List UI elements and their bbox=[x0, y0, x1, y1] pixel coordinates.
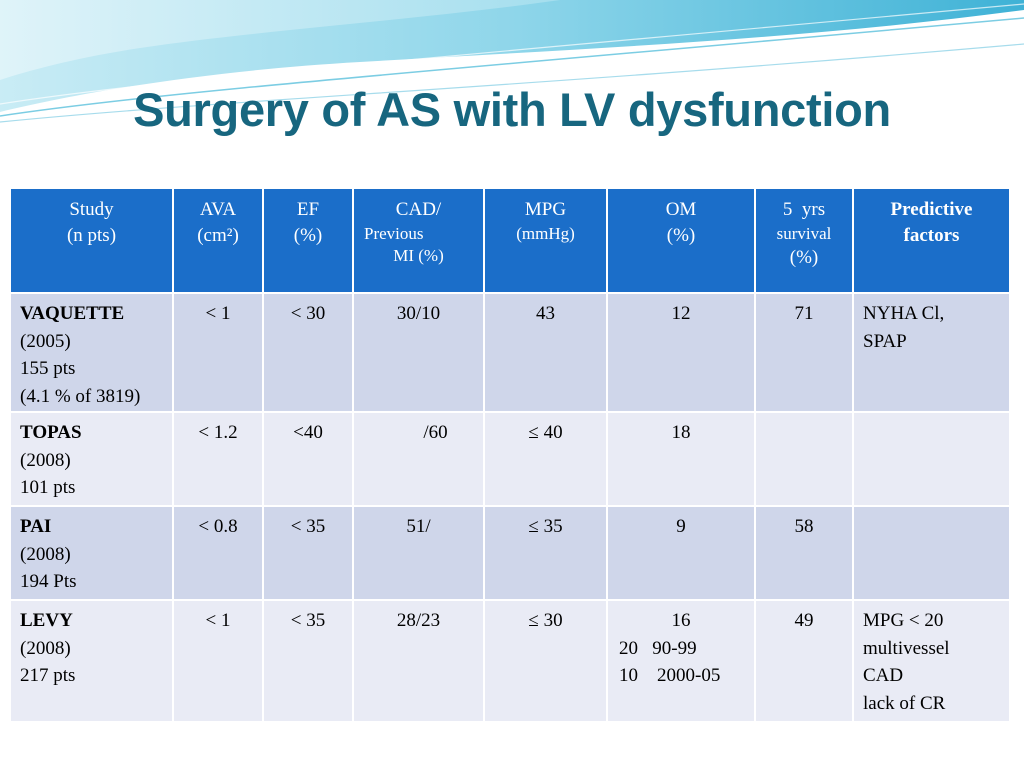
cell-ava: < 1 bbox=[172, 292, 264, 413]
cell-cad: 28/23 bbox=[352, 599, 485, 723]
table-header-row: Study (n pts) AVA (cm²) EF (%) CAD/ Prev… bbox=[9, 187, 1011, 294]
cell-study: TOPAS (2008) 101 pts bbox=[9, 411, 174, 507]
table-row: PAI (2008) 194 Pts < 0.8 < 35 51/ ≤ 35 9… bbox=[9, 505, 1011, 601]
cell-predictive: MPG < 20 multivessel CAD lack of CR bbox=[852, 599, 1011, 723]
header-om: OM (%) bbox=[606, 187, 756, 294]
cell-ava: < 1.2 bbox=[172, 411, 264, 507]
page-title: Surgery of AS with LV dysfunction bbox=[133, 83, 891, 136]
header-survival: 5 yrs survival (%) bbox=[754, 187, 854, 294]
cell-mpg: ≤ 35 bbox=[483, 505, 608, 601]
cell-survival: 71 bbox=[754, 292, 854, 413]
cell-mpg: ≤ 40 bbox=[483, 411, 608, 507]
cell-survival bbox=[754, 411, 854, 507]
cell-survival: 49 bbox=[754, 599, 854, 723]
table-row: TOPAS (2008) 101 pts < 1.2 <40 /60 ≤ 40 … bbox=[9, 411, 1011, 507]
cell-om: 18 bbox=[606, 411, 756, 507]
cell-predictive: NYHA Cl, SPAP bbox=[852, 292, 1011, 413]
table-row: LEVY (2008) 217 pts < 1 < 35 28/23 ≤ 30 … bbox=[9, 599, 1011, 723]
cell-om: 9 bbox=[606, 505, 756, 601]
cell-cad: 51/ bbox=[352, 505, 485, 601]
cell-ef: < 35 bbox=[262, 505, 354, 601]
cell-om: 16 20 90-99 10 2000-05 bbox=[606, 599, 756, 723]
header-wave-decoration bbox=[0, 0, 1024, 123]
cell-mpg: ≤ 30 bbox=[483, 599, 608, 723]
cell-study: LEVY (2008) 217 pts bbox=[9, 599, 174, 723]
cell-ef: < 35 bbox=[262, 599, 354, 723]
cell-om: 12 bbox=[606, 292, 756, 413]
cell-survival: 58 bbox=[754, 505, 854, 601]
header-study: Study (n pts) bbox=[9, 187, 174, 294]
table-row: VAQUETTE (2005) 155 pts (4.1 % of 3819) … bbox=[9, 292, 1011, 413]
cell-mpg: 43 bbox=[483, 292, 608, 413]
cell-cad: /60 bbox=[352, 411, 485, 507]
header-predictive: Predictive factors bbox=[852, 187, 1011, 294]
cell-predictive bbox=[852, 505, 1011, 601]
cell-ava: < 1 bbox=[172, 599, 264, 723]
cell-cad: 30/10 bbox=[352, 292, 485, 413]
header-ef: EF (%) bbox=[262, 187, 354, 294]
header-mpg: MPG (mmHg) bbox=[483, 187, 608, 294]
header-ava: AVA (cm²) bbox=[172, 187, 264, 294]
cell-ef: <40 bbox=[262, 411, 354, 507]
cell-study: PAI (2008) 194 Pts bbox=[9, 505, 174, 601]
cell-ava: < 0.8 bbox=[172, 505, 264, 601]
cell-study: VAQUETTE (2005) 155 pts (4.1 % of 3819) bbox=[9, 292, 174, 413]
cell-ef: < 30 bbox=[262, 292, 354, 413]
study-table: Study (n pts) AVA (cm²) EF (%) CAD/ Prev… bbox=[9, 187, 1011, 723]
header-cad: CAD/ Previous MI (%) bbox=[352, 187, 485, 294]
cell-predictive bbox=[852, 411, 1011, 507]
